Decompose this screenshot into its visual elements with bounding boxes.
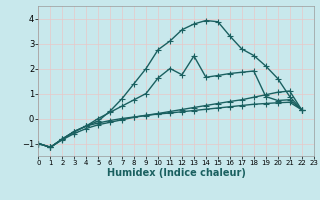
X-axis label: Humidex (Indice chaleur): Humidex (Indice chaleur)	[107, 168, 245, 178]
